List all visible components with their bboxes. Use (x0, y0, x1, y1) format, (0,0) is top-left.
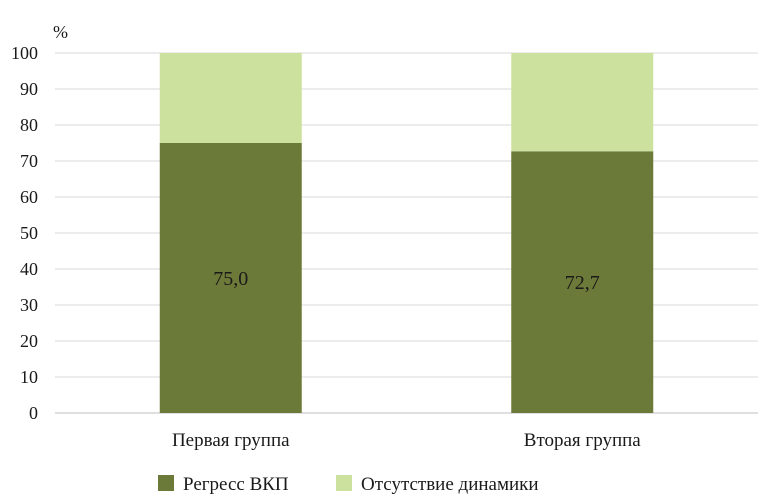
data-label-1-series-1: 75,0 (213, 268, 248, 290)
legend-swatch-2 (336, 475, 352, 491)
labels-layer: 75,0 Первая группа 72,7 Вторая группа (172, 268, 641, 451)
bar-1-series-2 (159, 53, 302, 143)
data-label-2-series-1: 72,7 (565, 272, 600, 294)
y-tick-label-20: 20 (20, 331, 38, 351)
bar-2-series-1 (511, 151, 654, 413)
y-tick-label-40: 40 (20, 259, 38, 279)
legend-label-1: Регресс ВКП (183, 474, 289, 495)
y-tick-label-90: 90 (20, 79, 38, 99)
y-tick-label-0: 0 (29, 403, 38, 423)
y-tick-label-10: 10 (20, 367, 38, 387)
legend-label-2: Отсутствие динамики (361, 474, 539, 495)
bars-layer (159, 53, 654, 413)
bar-1-series-1 (159, 143, 302, 413)
legend: Регресс ВКП Отсутствие динамики (158, 474, 539, 495)
bar-2-series-2 (511, 53, 654, 152)
legend-swatch-1 (158, 475, 174, 491)
y-tick-label-50: 50 (20, 223, 38, 243)
y-unit-label: % (53, 22, 68, 42)
y-tick-label-30: 30 (20, 295, 38, 315)
y-tick-label-80: 80 (20, 115, 38, 135)
y-tick-label-70: 70 (20, 151, 38, 171)
y-tick-label-100: 100 (11, 43, 38, 63)
x-category-label-1: Первая группа (172, 430, 290, 451)
x-category-label-2: Вторая группа (524, 430, 642, 451)
y-tick-label-60: 60 (20, 187, 38, 207)
